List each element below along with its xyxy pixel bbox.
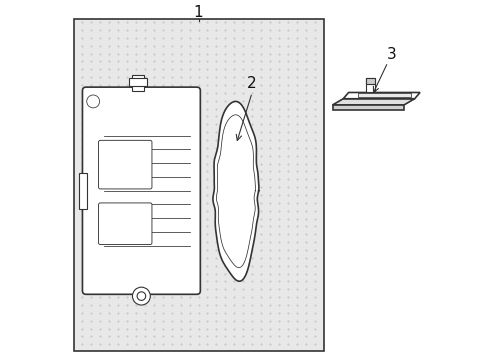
Circle shape (87, 95, 99, 108)
FancyBboxPatch shape (82, 87, 200, 294)
Text: 2: 2 (247, 76, 257, 91)
Polygon shape (333, 99, 415, 105)
Bar (132, 75, 144, 91)
FancyBboxPatch shape (98, 140, 152, 189)
FancyBboxPatch shape (98, 203, 152, 244)
Circle shape (132, 287, 150, 305)
Polygon shape (213, 102, 259, 281)
Polygon shape (343, 93, 420, 99)
Polygon shape (358, 93, 411, 97)
Text: 1: 1 (194, 5, 203, 19)
Polygon shape (366, 78, 375, 84)
Circle shape (137, 292, 146, 300)
FancyBboxPatch shape (79, 173, 87, 209)
Bar (129, 78, 147, 86)
Polygon shape (333, 105, 404, 110)
Text: 3: 3 (387, 48, 396, 63)
FancyBboxPatch shape (74, 19, 323, 351)
Polygon shape (366, 78, 375, 93)
